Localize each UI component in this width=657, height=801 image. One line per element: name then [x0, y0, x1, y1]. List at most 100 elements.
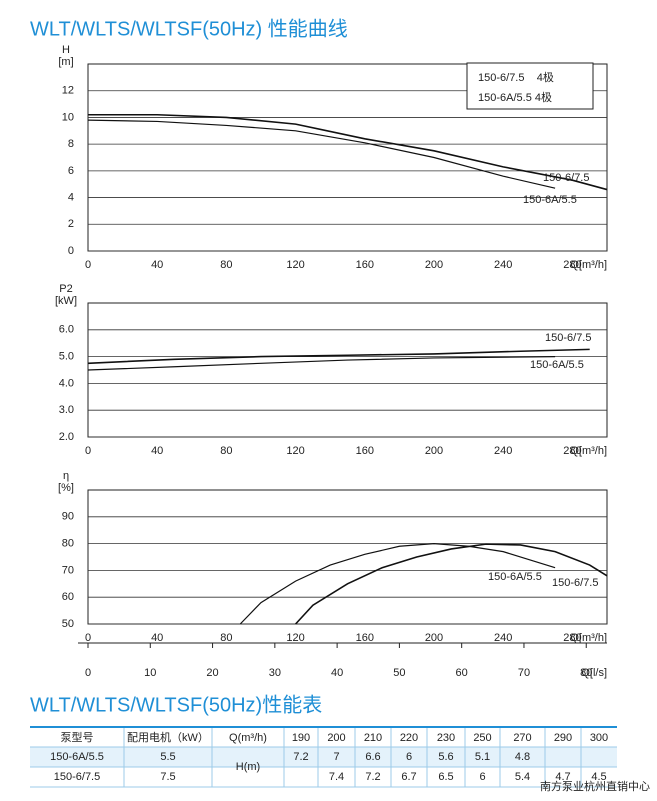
- table-cell: 4.5: [591, 771, 606, 783]
- line: [88, 113, 608, 191]
- curve-label: 150-6/7.5: [545, 332, 591, 344]
- table-header: 200: [327, 732, 345, 744]
- table-hlabel: H(m): [236, 761, 260, 773]
- x-tick-label: 280: [563, 445, 581, 457]
- x-tick-label: 280: [563, 632, 581, 644]
- x-tick-label: 280: [563, 259, 581, 271]
- y-axis-unit: [%]: [58, 482, 74, 494]
- curve-label: 150-6A/5.5: [523, 194, 577, 206]
- x2-tick-label: 10: [144, 667, 156, 679]
- line: [239, 542, 556, 625]
- table-cell: 6.5: [438, 771, 453, 783]
- curve-label: 150-6A/5.5: [488, 571, 542, 583]
- x-tick-label: 160: [356, 259, 374, 271]
- table-cell: 7.4: [329, 771, 344, 783]
- table-header: 210: [364, 732, 382, 744]
- table-cell: 150-6/7.5: [54, 771, 100, 783]
- table-header: Q(m³/h): [229, 732, 267, 744]
- x-tick-label: 40: [151, 632, 163, 644]
- y-tick-label: 6: [68, 165, 74, 177]
- table-cell: 5.5: [160, 751, 175, 763]
- line: [295, 543, 608, 625]
- x-tick-label: 40: [151, 445, 163, 457]
- x-tick-label: 200: [425, 445, 443, 457]
- x-axis-label: Q[m³/h]: [570, 632, 607, 644]
- table-header: 300: [590, 732, 608, 744]
- y-axis-unit: [kW]: [55, 295, 77, 307]
- y-axis-label: H: [62, 44, 70, 56]
- watermark: 南方泵业杭州直销中心: [540, 779, 650, 793]
- table-cell: 5.1: [475, 751, 490, 763]
- page-title: WLT/WLTS/WLTSF(50Hz) 性能曲线: [30, 17, 348, 40]
- table-cell: 4.7: [555, 771, 570, 783]
- x-tick-label: 120: [286, 632, 304, 644]
- y-tick-label: 8: [68, 138, 74, 150]
- x-tick-label: 80: [220, 259, 232, 271]
- table-cell: 7.2: [365, 771, 380, 783]
- table-cell: 6.7: [401, 771, 416, 783]
- x-tick-label: 240: [494, 259, 512, 271]
- x-tick-label: 120: [286, 259, 304, 271]
- x-tick-label: 160: [356, 445, 374, 457]
- y-tick-label: 3.0: [59, 404, 74, 416]
- legend-box: [466, 62, 594, 110]
- table-cell: 6: [479, 771, 485, 783]
- table-header: 220: [400, 732, 418, 744]
- line: [87, 119, 556, 189]
- y-tick-label: 6.0: [59, 324, 74, 336]
- legend-entry: 150-6A/5.5 4极: [478, 90, 552, 104]
- table-header: 290: [554, 732, 572, 744]
- table-header: 泵型号: [61, 730, 94, 744]
- x2-tick-label: 20: [206, 667, 218, 679]
- x-axis-label: Q[m³/h]: [570, 259, 607, 271]
- x-tick-label: 0: [85, 632, 91, 644]
- x-tick-label: 0: [85, 445, 91, 457]
- legend-entry: 150-6/7.5 4极: [478, 70, 554, 84]
- x-tick-label: 240: [494, 445, 512, 457]
- y-tick-label: 4: [68, 191, 74, 203]
- curve-label: 150-6/7.5: [552, 577, 598, 589]
- x-tick-label: 160: [356, 632, 374, 644]
- table-cell: 4.8: [515, 751, 530, 763]
- table-cell: 7.5: [160, 771, 175, 783]
- x2-tick-label: 80: [580, 667, 592, 679]
- curve-label: 150-6A/5.5: [530, 359, 584, 371]
- y-axis-unit: [m]: [58, 56, 73, 68]
- y-axis-label: η: [63, 470, 69, 482]
- x-tick-label: 40: [151, 259, 163, 271]
- table-cell: 6: [406, 751, 412, 763]
- x-tick-label: 120: [286, 445, 304, 457]
- table-cell: 7: [333, 751, 339, 763]
- y-tick-label: 12: [62, 85, 74, 97]
- y-tick-label: 0: [68, 245, 74, 257]
- y-axis-label: P2: [59, 283, 72, 295]
- table-cell: 5.4: [515, 771, 530, 783]
- x-axis-label: Q[m³/h]: [570, 445, 607, 457]
- table-header: 270: [513, 732, 531, 744]
- y-tick-label: 50: [62, 618, 74, 630]
- table-header: 配用电机（kW）: [127, 730, 209, 744]
- table-header: 250: [473, 732, 491, 744]
- y-tick-label: 60: [62, 591, 74, 603]
- x2-tick-label: 70: [518, 667, 530, 679]
- plot-frame: [87, 489, 608, 625]
- x-tick-label: 200: [425, 259, 443, 271]
- x-tick-label: 240: [494, 632, 512, 644]
- x2-tick-label: 50: [393, 667, 405, 679]
- y-tick-label: 2.0: [59, 431, 74, 443]
- x2-tick-label: 30: [269, 667, 281, 679]
- x2-tick-label: 0: [85, 667, 91, 679]
- y-tick-label: 80: [62, 538, 74, 550]
- x2-tick-label: 60: [456, 667, 468, 679]
- x2-axis-label: Q[l/s]: [581, 667, 607, 679]
- table-cell: 150-6A/5.5: [50, 751, 104, 763]
- table-cell: 5.6: [438, 751, 453, 763]
- table-header: 230: [437, 732, 455, 744]
- y-tick-label: 2: [68, 218, 74, 230]
- table-header: 190: [292, 732, 310, 744]
- table-cell: 7.2: [293, 751, 308, 763]
- line: [87, 356, 556, 371]
- x-tick-label: 0: [85, 259, 91, 271]
- x-tick-label: 80: [220, 632, 232, 644]
